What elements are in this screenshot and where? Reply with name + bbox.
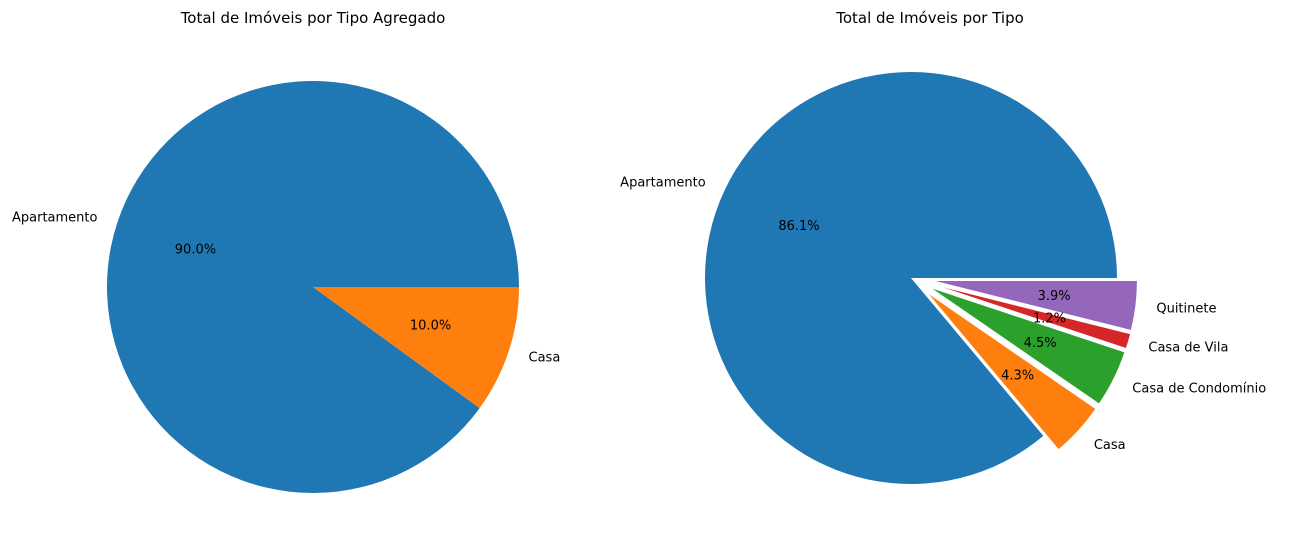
right-label-casa: Casa <box>1094 438 1126 453</box>
right-slice-casa <box>925 291 1097 451</box>
right-slice-apartamento <box>705 71 1117 485</box>
right-label-casa-de-condominio: Casa de Condomínio <box>1132 382 1266 397</box>
right-pct-casa-de-condominio: 4.5% <box>1024 336 1057 351</box>
left-pct-casa: 10.0% <box>410 319 451 334</box>
left-pie-chart: Apartamento Casa 90.0% 10.0% <box>12 81 560 493</box>
right-slice-casa-de-condominio <box>929 286 1126 405</box>
right-label-casa-de-vila: Casa de Vila <box>1148 340 1228 355</box>
right-pct-apartamento: 86.1% <box>778 219 819 234</box>
right-slice-quitinete <box>931 280 1138 332</box>
right-pie-chart: Apartamento Casa Casa de Condomínio Casa de… <box>620 71 1266 485</box>
right-slice-casa-de-vila <box>930 283 1132 350</box>
right-chart-title: Total de Imóveis por Tipo <box>835 9 1024 27</box>
left-label-casa: Casa <box>529 351 561 366</box>
left-pct-apartamento: 90.0% <box>175 242 216 257</box>
right-pct-casa-de-vila: 1.2% <box>1033 312 1066 327</box>
right-label-apartamento: Apartamento <box>620 176 706 191</box>
right-pct-casa: 4.3% <box>1001 369 1034 384</box>
right-pct-quitinete: 3.9% <box>1038 289 1071 304</box>
left-chart-title: Total de Imóveis por Tipo Agregado <box>180 9 446 27</box>
left-slice-casa <box>313 287 519 409</box>
left-label-apartamento: Apartamento <box>12 210 98 225</box>
right-label-quitinete: Quitinete <box>1156 302 1216 317</box>
